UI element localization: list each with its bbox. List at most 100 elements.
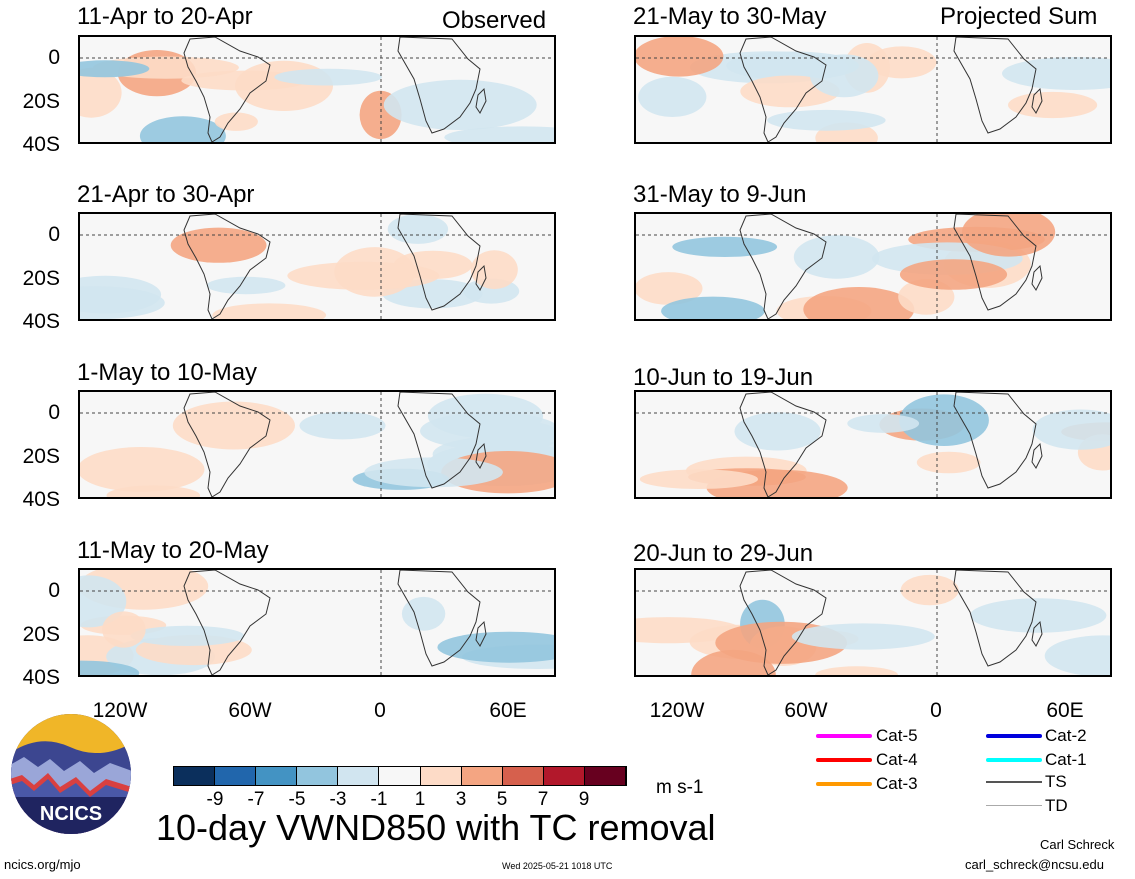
anomaly-shading — [274, 68, 382, 86]
anomaly-shading — [170, 227, 267, 263]
main-title: 10-day VWND850 with TC removal — [156, 807, 716, 848]
map-panel — [634, 390, 1112, 499]
colorbar-swatch — [215, 767, 257, 785]
legend-line-cat4 — [816, 758, 872, 762]
coastline — [953, 214, 1037, 311]
anomaly-shading — [444, 126, 554, 142]
anomaly-shading — [1002, 57, 1110, 90]
colorbar-label: 9 — [578, 789, 590, 810]
anomaly-shading — [970, 598, 1107, 633]
coastline — [739, 37, 827, 142]
y-tick-label: 0 — [48, 579, 60, 602]
anomaly-shading — [364, 457, 503, 488]
anomaly-shading — [638, 76, 707, 117]
anomaly-shading — [815, 666, 898, 675]
anomaly-shading — [1008, 91, 1098, 119]
colorbar-swatch — [502, 767, 544, 785]
coastline — [1031, 442, 1043, 469]
y-tick-label: 20S — [22, 623, 60, 646]
panel-title-proj-3: 10-Jun to 19-Jun — [633, 364, 814, 391]
footer-url: ncics.org/mjo — [4, 857, 81, 872]
anomaly-shading — [1032, 409, 1110, 450]
x-tick-label: 120W — [92, 699, 148, 722]
panel-title-proj-2: 31-May to 9-Jun — [633, 181, 807, 208]
x-tick-label: 0 — [930, 699, 942, 722]
legend-label-cat1: Cat-1 — [1045, 750, 1087, 769]
anomaly-shading — [80, 67, 122, 118]
footer-timestamp: Wed 2025-05-21 1018 UTC — [502, 861, 613, 871]
coastline — [739, 392, 827, 497]
anomaly-shading — [387, 214, 449, 244]
anomaly-shading — [672, 236, 778, 257]
anomaly-shading — [497, 421, 554, 450]
coastline — [397, 214, 481, 311]
colorbar-swatch — [584, 767, 627, 785]
coastline — [183, 37, 271, 142]
legend-line-td — [986, 805, 1042, 806]
coastline — [475, 87, 487, 114]
anomaly-shading — [401, 596, 446, 631]
legend-line-cat5 — [816, 734, 872, 738]
map-panel — [78, 390, 556, 499]
anomaly-shading — [734, 412, 821, 451]
author-email: carl_schreck@ncsu.edu — [965, 857, 1104, 872]
colorbar-swatch — [297, 767, 339, 785]
colorbar-swatch — [338, 767, 380, 785]
y-tick-label: 40S — [22, 310, 60, 333]
y-tick-label: 40S — [22, 666, 60, 689]
colorbar-swatch — [379, 767, 421, 785]
anomaly-shading — [214, 112, 258, 131]
anomaly-shading — [916, 451, 981, 474]
colorbar-label: -5 — [288, 789, 306, 810]
coastline — [475, 620, 487, 647]
y-tick-label: 20S — [22, 445, 60, 468]
coastline — [475, 442, 487, 469]
anomaly-shading — [900, 574, 959, 606]
anomaly-shading — [80, 447, 205, 492]
map-panel — [78, 568, 556, 677]
colorbar-swatch — [256, 767, 298, 785]
anomaly-shading — [287, 261, 440, 290]
legend-label-ts: TS — [1045, 772, 1067, 791]
anomaly-shading — [172, 401, 295, 450]
colorbar-label: 1 — [414, 789, 426, 810]
colorbar — [173, 766, 627, 786]
legend-line-cat2 — [986, 734, 1042, 738]
anomaly-shading — [102, 611, 146, 648]
colorbar-swatch — [461, 767, 503, 785]
panel-title-obs-4: 11-May to 20-May — [77, 537, 269, 564]
colorbar-label: -3 — [329, 789, 347, 810]
coastline — [475, 264, 487, 291]
y-tick-label: 20S — [22, 90, 60, 113]
colorbar-label: 5 — [496, 789, 508, 810]
logo-text: NCICS — [40, 803, 102, 825]
coastline — [739, 214, 827, 319]
coastline — [397, 570, 481, 667]
coastline — [953, 392, 1037, 489]
map-panel — [634, 35, 1112, 144]
coastline — [953, 570, 1037, 667]
anomaly-shading — [899, 259, 1008, 290]
anomaly-shading — [130, 625, 245, 646]
anomaly-shading — [639, 469, 758, 489]
anomaly-shading — [139, 116, 226, 142]
y-tick-label: 20S — [22, 267, 60, 290]
colorbar-label: -9 — [206, 789, 224, 810]
panel-title-obs-1: 11-Apr to 20-Apr — [77, 3, 253, 30]
projected-label: Projected Sum — [940, 3, 1098, 30]
legend-label-cat3: Cat-3 — [876, 774, 918, 793]
legend-label-cat2: Cat-2 — [1045, 726, 1087, 745]
anomaly-shading — [793, 235, 880, 279]
map-panel — [634, 568, 1112, 677]
legend-line-cat3 — [816, 782, 872, 786]
colorbar-label: -1 — [370, 789, 388, 810]
anomaly-shading — [636, 37, 724, 77]
colorbar-swatch — [174, 767, 216, 785]
anomaly-shading — [636, 272, 703, 305]
x-tick-label: 0 — [374, 699, 386, 722]
y-tick-label: 0 — [48, 46, 60, 69]
anomaly-shading — [1044, 635, 1110, 675]
map-panel — [78, 35, 556, 144]
anomaly-shading — [810, 54, 879, 98]
ncics-logo: NCICS — [10, 713, 132, 835]
